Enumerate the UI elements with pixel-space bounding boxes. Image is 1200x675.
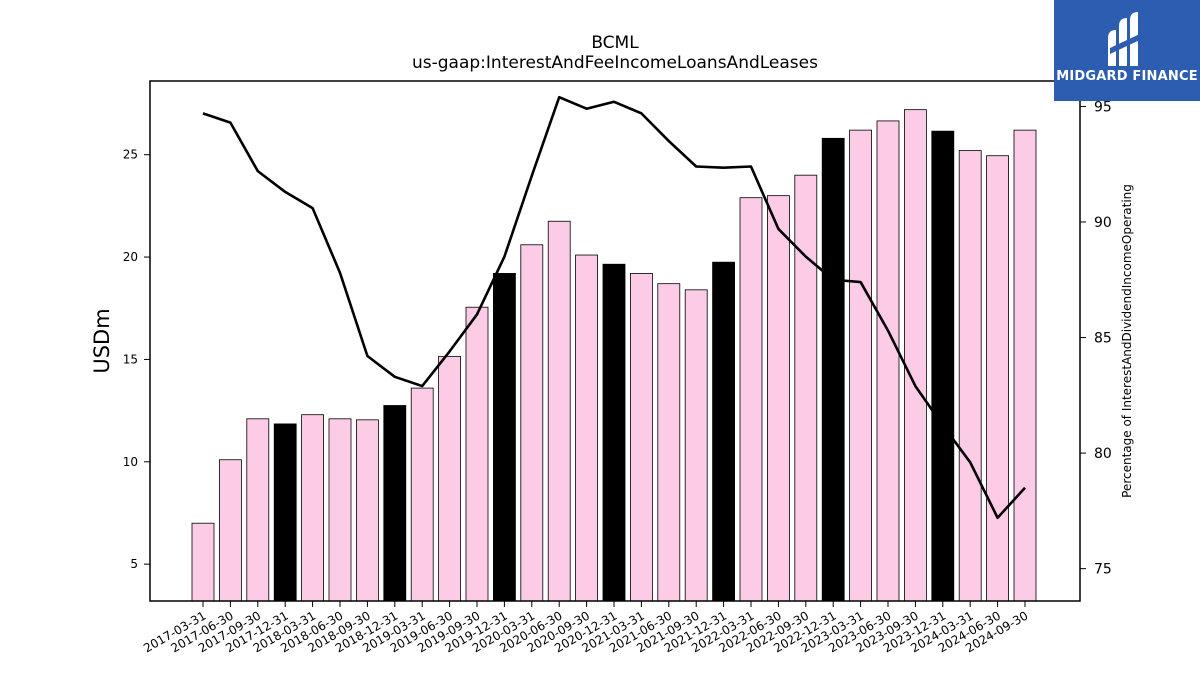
bar-2024-06-30 bbox=[986, 155, 1009, 602]
bar-2017-09-30 bbox=[246, 418, 270, 602]
bar-2019-06-30 bbox=[438, 355, 462, 602]
bar-2018-06-30 bbox=[328, 418, 352, 602]
brand-logo: MIDGARD FINANCE bbox=[1054, 0, 1200, 101]
brand-name: MIDGARD FINANCE bbox=[1056, 69, 1198, 84]
bar-2020-06-30 bbox=[547, 220, 571, 602]
bar-2020-03-31 bbox=[520, 244, 544, 602]
y-right-tick-label: 75 bbox=[1094, 562, 1112, 578]
bar-2017-03-31 bbox=[191, 522, 215, 602]
x-axis: 2017-03-312017-06-302017-09-302017-12-31… bbox=[141, 601, 1031, 655]
y-right-tick-label: 90 bbox=[1094, 215, 1112, 231]
y-right-tick-label: 85 bbox=[1094, 331, 1112, 347]
bar-2019-09-30 bbox=[465, 306, 489, 602]
y-axis-label-right: Percentage of InterestAndDividendIncomeO… bbox=[1120, 184, 1134, 498]
y-left-tick-label: 10 bbox=[123, 455, 138, 469]
bar-2018-09-30 bbox=[355, 419, 379, 602]
bar-2022-06-30 bbox=[767, 195, 790, 602]
bar-group bbox=[191, 109, 1037, 602]
bar-2018-12-31 bbox=[383, 405, 407, 602]
y-right-tick-label: 80 bbox=[1094, 446, 1112, 462]
bar-2023-03-31 bbox=[849, 129, 872, 602]
chart-subtitle: us-gaap:InterestAndFeeIncomeLoansAndLeas… bbox=[412, 53, 818, 73]
bar-2020-09-30 bbox=[575, 254, 598, 602]
bar-2021-03-31 bbox=[630, 273, 653, 602]
bar-2017-06-30 bbox=[218, 459, 242, 602]
y-left-tick-label: 15 bbox=[123, 352, 138, 366]
y-left-tick-label: 20 bbox=[123, 250, 138, 264]
bar-2022-09-30 bbox=[794, 174, 818, 602]
bar-2024-09-30 bbox=[1013, 129, 1037, 602]
bar-2020-12-31 bbox=[602, 263, 626, 602]
line-series-group bbox=[202, 95, 1026, 520]
bar-2023-12-31 bbox=[931, 130, 955, 602]
plot-frame bbox=[149, 80, 1081, 602]
y-axis-left: 5 10 15 20 25 bbox=[123, 148, 150, 571]
bar-2023-09-30 bbox=[904, 109, 927, 602]
bar-2021-09-30 bbox=[684, 289, 708, 602]
bar-2022-12-31 bbox=[821, 137, 845, 602]
bar-2022-03-31 bbox=[739, 197, 763, 602]
chart-title: BCML bbox=[591, 33, 639, 53]
midgard-logo-icon bbox=[1108, 12, 1144, 66]
y-left-tick-label: 25 bbox=[123, 148, 138, 162]
bar-2019-12-31 bbox=[492, 273, 516, 602]
bar-2021-12-31 bbox=[712, 261, 735, 602]
bar-2021-06-30 bbox=[657, 283, 681, 602]
y-right-tick-label: 95 bbox=[1094, 99, 1112, 115]
bar-2018-03-31 bbox=[301, 414, 325, 602]
bar-2017-12-31 bbox=[273, 423, 297, 602]
y-axis-right: 75 80 85 90 95 bbox=[1080, 99, 1112, 578]
bar-2019-03-31 bbox=[410, 387, 434, 602]
bar-2023-06-30 bbox=[876, 120, 900, 602]
y-left-tick-label: 5 bbox=[130, 557, 138, 571]
bar-2024-03-31 bbox=[958, 150, 982, 602]
y-axis-label-left: USDm bbox=[90, 308, 114, 373]
